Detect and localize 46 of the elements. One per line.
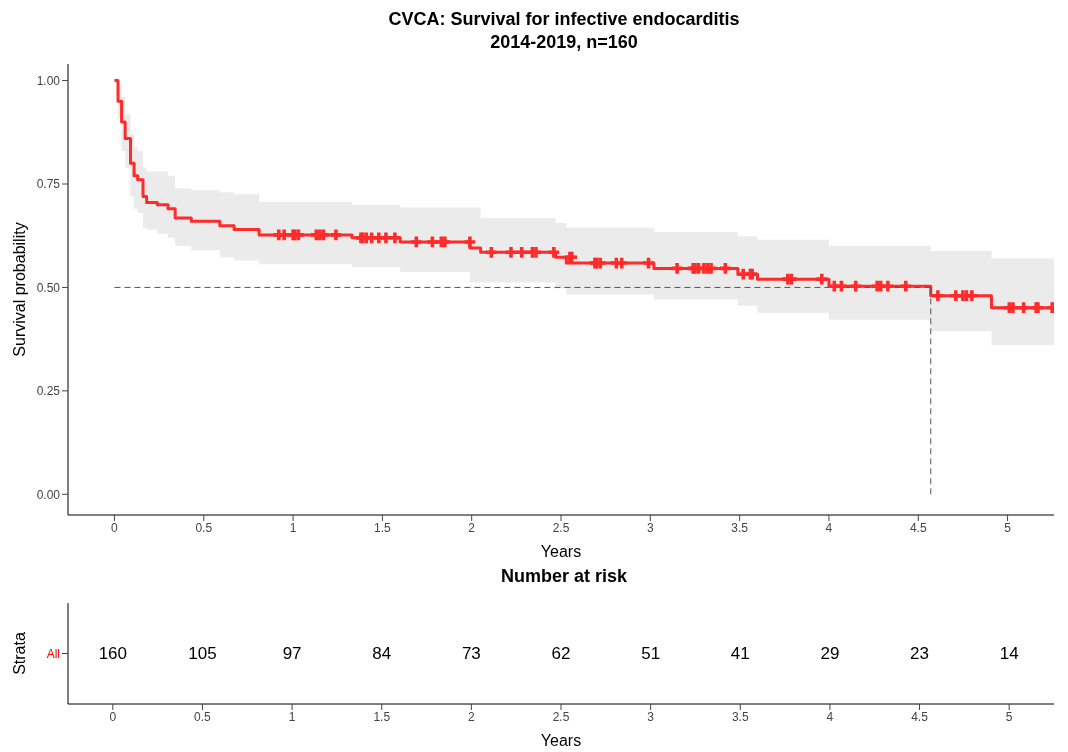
chart-subtitle: 2014-2019, n=160 bbox=[489, 31, 639, 54]
x-tick-label: 4.5 bbox=[911, 709, 929, 724]
x-tick-label: 0.5 bbox=[194, 709, 212, 724]
data-label: 41 bbox=[730, 644, 750, 663]
x-tick-label: 0.5 bbox=[195, 520, 213, 535]
x-tick-label: 0 bbox=[111, 520, 119, 535]
data-label: 29 bbox=[820, 644, 840, 663]
chart-title: Number at risk bbox=[499, 565, 628, 588]
x-tick-label: 4.5 bbox=[909, 520, 927, 535]
data-label: 105 bbox=[188, 644, 217, 663]
x-tick-label: 3.5 bbox=[731, 709, 749, 724]
x-axis-title: Years bbox=[540, 543, 582, 560]
x-axis-title: Years bbox=[540, 732, 582, 749]
y-tick-label: 0.50 bbox=[36, 280, 61, 295]
y-tick-label: 0.25 bbox=[36, 384, 61, 399]
data-label: 84 bbox=[372, 644, 392, 663]
y-axis-title: Strata bbox=[10, 632, 28, 675]
data-label: 73 bbox=[461, 644, 481, 663]
x-tick-label: 2 bbox=[468, 520, 476, 535]
x-tick-label: 3.5 bbox=[731, 520, 749, 535]
chart-title: CVCA: Survival for infective endocarditis bbox=[387, 8, 741, 31]
data-label: 51 bbox=[641, 644, 661, 663]
x-tick-label: 1.5 bbox=[374, 520, 392, 535]
x-tick-label: 3 bbox=[646, 520, 654, 535]
x-tick-label: 1 bbox=[289, 520, 297, 535]
x-tick-label: 1.5 bbox=[373, 709, 391, 724]
x-tick-label: 4 bbox=[826, 709, 834, 724]
x-tick-label: 3 bbox=[647, 709, 655, 724]
data-label: 23 bbox=[910, 644, 930, 663]
data-label: 160 bbox=[98, 644, 128, 663]
data-label: 97 bbox=[282, 644, 302, 663]
y-tick-label: All bbox=[46, 646, 60, 661]
x-tick-label: 4 bbox=[825, 520, 833, 535]
y-tick-label: 0.00 bbox=[36, 487, 61, 502]
x-tick-label: 2.5 bbox=[552, 709, 570, 724]
y-tick-label: 1.00 bbox=[36, 73, 61, 88]
x-tick-label: 2.5 bbox=[552, 520, 570, 535]
y-axis-title: Survival probability bbox=[10, 222, 28, 357]
x-tick-label: 5 bbox=[1005, 709, 1013, 724]
data-label: 14 bbox=[999, 644, 1019, 663]
x-tick-label: 2 bbox=[468, 709, 476, 724]
data-label: 62 bbox=[551, 644, 571, 663]
x-tick-label: 5 bbox=[1004, 520, 1012, 535]
x-tick-label: 0 bbox=[109, 709, 117, 724]
y-tick-label: 0.75 bbox=[36, 177, 61, 192]
x-tick-label: 1 bbox=[288, 709, 296, 724]
